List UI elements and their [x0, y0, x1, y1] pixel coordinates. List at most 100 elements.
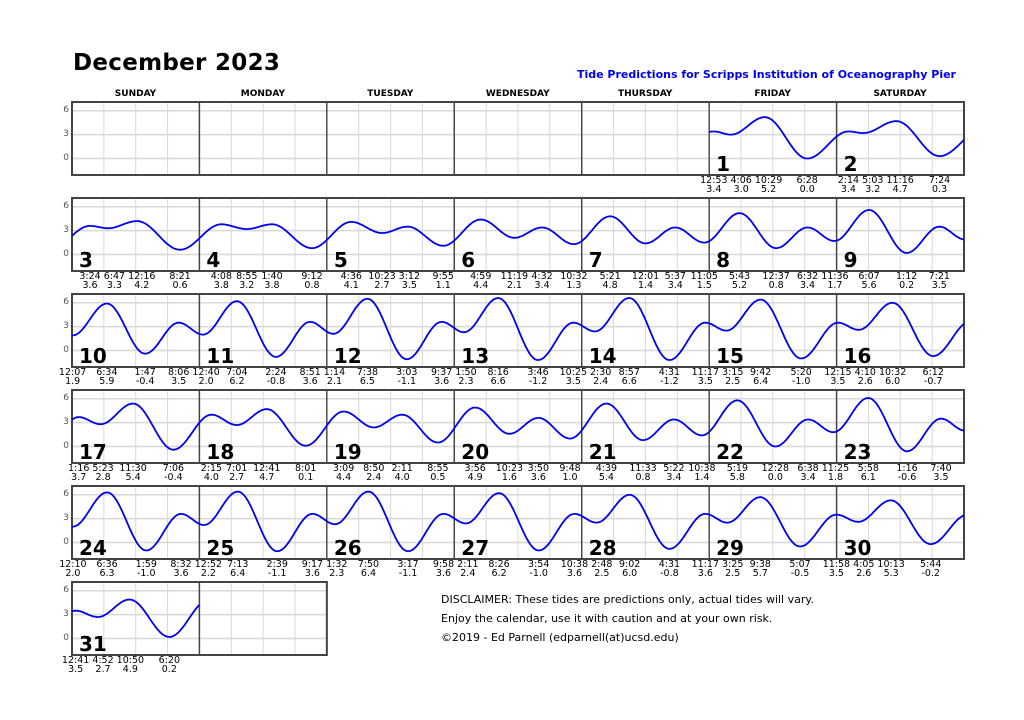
tide-height: 1.6: [501, 472, 517, 483]
tide-time: 9:48: [559, 463, 581, 474]
tide-height: 4.4: [473, 280, 489, 291]
tide-height: 1.4: [637, 280, 654, 291]
tide-time: 4:05: [853, 559, 875, 570]
day-number: 24: [79, 536, 107, 560]
tide-height: 5.6: [861, 280, 877, 291]
tide-time: 10:32: [878, 367, 907, 378]
tide-time: 11:30: [119, 463, 147, 474]
tide-curve: [71, 397, 965, 453]
tide-label: 5:43 5.2: [729, 272, 750, 291]
tide-time: 8:57: [618, 367, 640, 378]
tide-label: 7:24 0.3: [929, 176, 950, 195]
tide-label: 8:50 2.4: [363, 464, 384, 483]
tide-label: 12:53 3.4: [700, 176, 727, 195]
tide-time: 1:12: [895, 271, 918, 282]
y-tick-label: 6: [63, 104, 69, 115]
tide-label: 5:58 6.1: [858, 464, 879, 483]
tide-time: 3:17: [397, 559, 419, 570]
tide-time: 6:07: [858, 271, 880, 282]
tide-height: 3.5: [933, 472, 949, 483]
tide-label: 2:24 -0.8: [265, 368, 286, 387]
tide-time: 1:40: [261, 271, 283, 282]
tide-height: 3.5: [830, 376, 846, 387]
tide-height: 3.6: [82, 280, 98, 291]
week-frame: [71, 389, 965, 464]
tide-time: 10:23: [368, 271, 396, 282]
tide-time: 6:28: [796, 175, 818, 186]
tide-label: 6:07 5.6: [858, 271, 880, 291]
day-number: 10: [79, 344, 107, 368]
tide-label: 6:47 3.3: [104, 272, 125, 291]
day-number: 11: [206, 344, 235, 368]
tide-height: 2.8: [95, 472, 111, 483]
tide-time: 9:58: [432, 559, 455, 570]
tide-label: 8:57 6.6: [618, 367, 640, 387]
tide-height: 3.5: [697, 376, 713, 387]
tide-time: 1:59: [135, 559, 157, 570]
tide-height: 0.2: [161, 664, 177, 675]
tide-height: -0.2: [921, 568, 940, 579]
tide-label: 5:07 -0.5: [789, 560, 810, 579]
tide-height: 3.4: [667, 280, 683, 291]
tide-height: 2.0: [198, 376, 214, 387]
tide-label: 1:32 2.3: [326, 560, 347, 579]
day-number: 20: [461, 440, 490, 464]
day-number: 30: [843, 536, 872, 560]
weekday-header: SUNDAY: [114, 89, 157, 99]
tide-time: 12:01: [631, 271, 660, 282]
tide-height: 0.8: [635, 472, 651, 483]
tide-label: 3:24 3.6: [79, 272, 100, 291]
tide-label: 11:30 5.4: [119, 463, 147, 483]
tide-label: 8:26 6.2: [488, 560, 509, 579]
tide-label: 4:36 4.1: [341, 272, 362, 291]
tide-height: 4.9: [122, 664, 138, 675]
tide-label: 8:55 3.2: [236, 271, 258, 291]
tide-time: 5:19: [726, 463, 749, 474]
tide-time: 8:16: [487, 367, 509, 378]
tide-label: 11:17 3.6: [692, 560, 719, 579]
station-subtitle: Tide Predictions for Scripps Institution…: [576, 68, 956, 81]
tide-label: 4:39 5.4: [596, 464, 617, 483]
tide-label: 10:38 1.4: [688, 463, 716, 483]
tide-height: -1.0: [136, 568, 156, 579]
y-tick-label: 0: [63, 152, 69, 163]
tide-label: 1:14 2.1: [323, 367, 346, 387]
tide-height: 3.0: [733, 184, 749, 195]
copyright-line: ©2019 - Ed Parnell (edparnell(at)ucsd.ed…: [441, 631, 679, 644]
tide-label: 7:13 6.4: [227, 560, 248, 579]
tide-curve: [71, 598, 201, 638]
tide-time: 10:38: [688, 463, 716, 474]
tide-height: 3.5: [401, 280, 417, 291]
tide-label: 5:03 3.2: [862, 176, 883, 195]
tide-height: 6.4: [753, 376, 769, 387]
tide-label: 12:28 0.0: [762, 464, 789, 483]
tide-height: 6.0: [885, 376, 901, 387]
tide-time: 12:07: [58, 367, 87, 378]
tide-height: 4.1: [343, 280, 359, 291]
tide-label: 8:21 0.6: [169, 272, 190, 291]
tide-height: 2.7: [374, 280, 390, 291]
tide-label: 9:12 0.8: [301, 272, 322, 291]
tide-label: 11:58 3.5: [823, 560, 850, 579]
tide-time: 2:11: [457, 559, 479, 570]
tide-height: 3.6: [435, 568, 452, 579]
tide-time: 10:25: [559, 367, 587, 378]
tide-time: 8:55: [236, 271, 258, 282]
tide-label: 3:12 3.5: [399, 272, 420, 291]
tide-height: 0.2: [899, 280, 915, 291]
tide-label: 1:59 -1.0: [135, 559, 157, 579]
tide-label: 11:16 4.7: [886, 176, 913, 195]
tide-height: 6.0: [622, 568, 638, 579]
tide-height: 6.1: [860, 472, 876, 483]
tide-time: 5:22: [663, 463, 685, 474]
tide-height: 6.2: [491, 568, 507, 579]
tide-height: 1.9: [65, 376, 81, 387]
tide-label: 6:34 5.9: [96, 368, 117, 387]
tide-label: 3:09 4.4: [333, 464, 354, 483]
tide-time: 11:25: [821, 463, 850, 474]
day-number: 18: [206, 440, 235, 464]
tide-height: 0.3: [932, 184, 948, 195]
tide-height: -0.5: [790, 568, 810, 579]
tide-time: 8:32: [170, 559, 192, 570]
tide-time: 1:14: [323, 367, 346, 378]
